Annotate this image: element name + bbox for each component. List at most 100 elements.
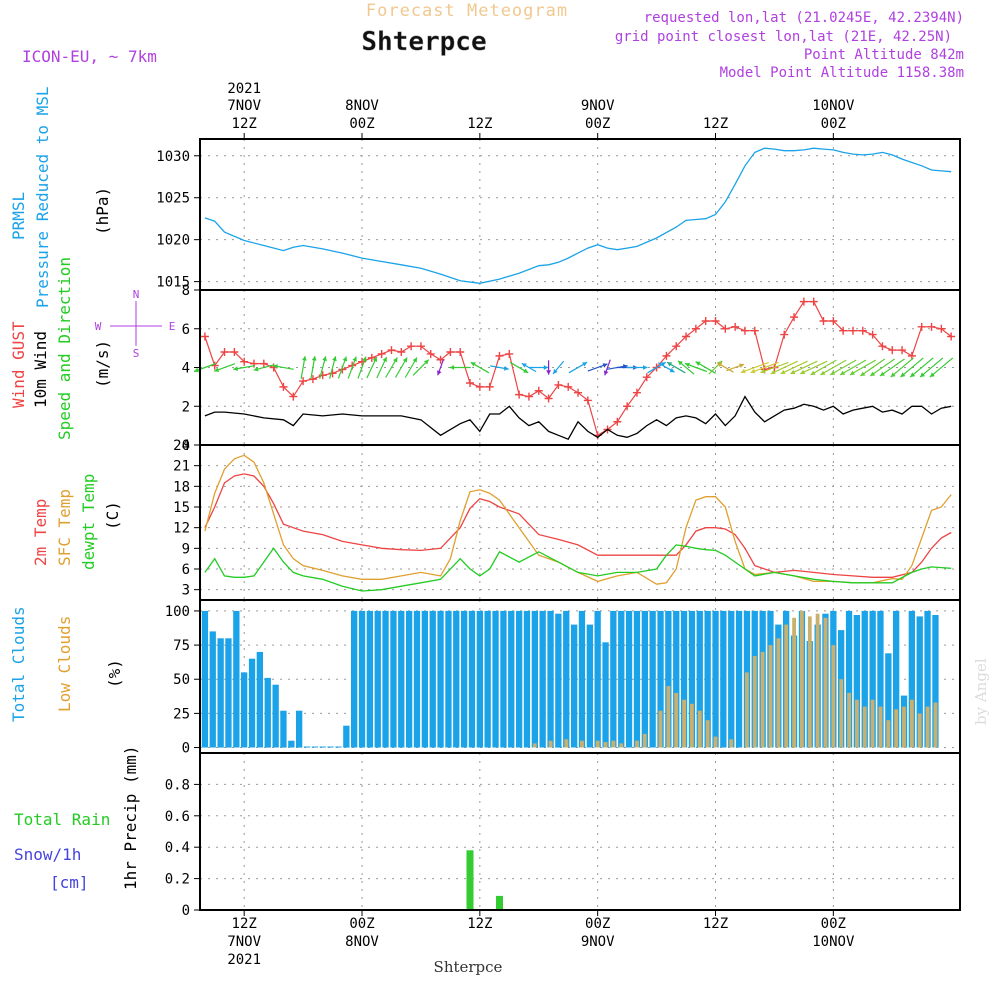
total-cloud-bar bbox=[508, 610, 515, 748]
total-cloud-bar bbox=[578, 610, 586, 748]
gust-marker bbox=[937, 324, 946, 333]
wind-arrow-head bbox=[739, 363, 744, 368]
gust-marker bbox=[240, 357, 249, 366]
total-clouds-label: Total Clouds bbox=[9, 606, 28, 722]
wind-arrow-shaft bbox=[839, 359, 867, 376]
wind-arrow bbox=[716, 362, 734, 373]
wind-arrow bbox=[509, 361, 529, 374]
total-cloud-bar bbox=[853, 615, 860, 748]
total-cloud-bar bbox=[484, 610, 491, 748]
temperature-frame bbox=[199, 444, 961, 601]
total-cloud-bar bbox=[657, 610, 664, 748]
total-cloud-bar bbox=[280, 710, 287, 748]
top-hour-label: 00Z bbox=[349, 116, 374, 132]
low-cloud-bar bbox=[690, 703, 694, 748]
wind-arrow bbox=[869, 358, 895, 377]
wind-gust-label: Wind GUST bbox=[9, 321, 28, 408]
low-cloud-bar bbox=[564, 739, 569, 748]
low-cloud-bar bbox=[910, 699, 914, 748]
low-cloud-bar bbox=[666, 686, 671, 748]
low-cloud-bar bbox=[760, 651, 765, 748]
top-hour-label: 00Z bbox=[821, 116, 846, 132]
wind-arrow bbox=[310, 355, 317, 380]
footer-location: Shterpce bbox=[434, 958, 503, 976]
wind-arrow-head bbox=[602, 363, 608, 368]
gust-marker bbox=[790, 313, 799, 322]
wind-arrow-head bbox=[820, 370, 826, 375]
wind-arrow bbox=[780, 360, 808, 375]
wind-speed-dir-label: Speed and Direction bbox=[55, 257, 74, 440]
low-cloud-bar bbox=[745, 672, 749, 748]
gust-marker bbox=[210, 361, 219, 370]
wind-arrow-head bbox=[504, 366, 509, 371]
wind-arrow-head bbox=[253, 366, 259, 372]
total-cloud-bar bbox=[453, 610, 460, 748]
pressure-label-2: Pressure Reduced to MSL bbox=[33, 86, 52, 308]
total-cloud-bar bbox=[539, 610, 546, 748]
compass-w: W bbox=[95, 320, 102, 333]
wind-arrow-head bbox=[860, 371, 866, 376]
precip-ytick-label: 0.4 bbox=[165, 840, 190, 856]
total-cloud-bar bbox=[696, 610, 703, 748]
top-hour-label: 12Z bbox=[232, 116, 257, 132]
time-axis-bottom: 12Z 7NOV 2021 00Z 8NOV 12Z 00Z 9NOV 12Z 00Z 10NOV bbox=[227, 910, 855, 968]
compass-n: N bbox=[133, 288, 140, 301]
total-cloud-bar bbox=[327, 746, 334, 748]
low-cloud-bar bbox=[580, 740, 584, 748]
wind-arrow bbox=[300, 355, 307, 380]
gust-marker bbox=[898, 346, 907, 355]
low-cloud-bar bbox=[902, 706, 906, 748]
gust-marker bbox=[554, 380, 563, 389]
wind-arrow-head bbox=[214, 367, 220, 372]
total-cloud-bar bbox=[633, 610, 641, 748]
wind-arrow-head bbox=[311, 356, 317, 361]
bottom-hour-label: 00Z bbox=[585, 916, 610, 932]
gust-marker bbox=[466, 379, 475, 387]
gust-marker bbox=[220, 348, 229, 356]
wind-arrow-shaft bbox=[929, 357, 954, 378]
precip-axis-label: 1hr Precip (mm) bbox=[121, 746, 140, 891]
wind-arrow-head bbox=[233, 366, 238, 371]
wind-arrow bbox=[552, 360, 565, 375]
total-cloud-bar bbox=[625, 610, 633, 748]
top-date-label: 7NOV bbox=[227, 98, 261, 114]
low-cloud-bar bbox=[619, 743, 624, 748]
gust-marker bbox=[534, 386, 543, 395]
wind-arrow-head bbox=[372, 357, 378, 362]
wind-arrow-shaft bbox=[750, 361, 779, 374]
wind-arrow bbox=[760, 361, 789, 374]
bottom-hour-label: 00Z bbox=[349, 916, 374, 932]
gust-marker bbox=[485, 382, 494, 391]
total-cloud-bar bbox=[665, 610, 672, 748]
wind-arrow bbox=[529, 365, 549, 370]
wind-arrow-head bbox=[342, 356, 348, 362]
total-cloud-bar bbox=[712, 610, 719, 748]
gust-marker bbox=[829, 317, 838, 325]
bottom-date-label: 8NOV bbox=[345, 934, 379, 950]
wind-arrow bbox=[412, 359, 430, 376]
gust-marker bbox=[868, 330, 877, 339]
gust-marker bbox=[799, 297, 808, 306]
point-altitude: Point Altitude 842m bbox=[804, 47, 964, 63]
top-date-label: 10NOV bbox=[812, 98, 855, 114]
total-cloud-bar bbox=[296, 710, 303, 748]
wind-arrow-head bbox=[449, 365, 455, 370]
low-cloud-bar bbox=[611, 740, 616, 748]
gust-marker bbox=[308, 375, 317, 384]
total-cloud-bar bbox=[398, 610, 405, 748]
wind-arrow bbox=[790, 360, 818, 375]
model-altitude: Model Point Altitude 1158.38m bbox=[720, 65, 964, 81]
total-cloud-bar bbox=[869, 610, 876, 748]
low-cloud-bar bbox=[658, 710, 663, 748]
grid-point-coords: grid point closest lon,lat (21E, 42.25N) bbox=[615, 29, 952, 45]
total-cloud-bar bbox=[343, 725, 350, 748]
precip-ytick-label: 0.8 bbox=[165, 777, 190, 793]
gust-marker bbox=[917, 322, 926, 331]
total-cloud-bar bbox=[845, 610, 853, 748]
gust-marker bbox=[947, 332, 956, 341]
wind-arrow bbox=[740, 361, 770, 374]
low-cloud-bar bbox=[839, 679, 844, 748]
wind-arrow-head bbox=[740, 368, 746, 374]
wind-arrow-head bbox=[382, 357, 387, 362]
wind-arrow-shaft bbox=[820, 359, 847, 376]
